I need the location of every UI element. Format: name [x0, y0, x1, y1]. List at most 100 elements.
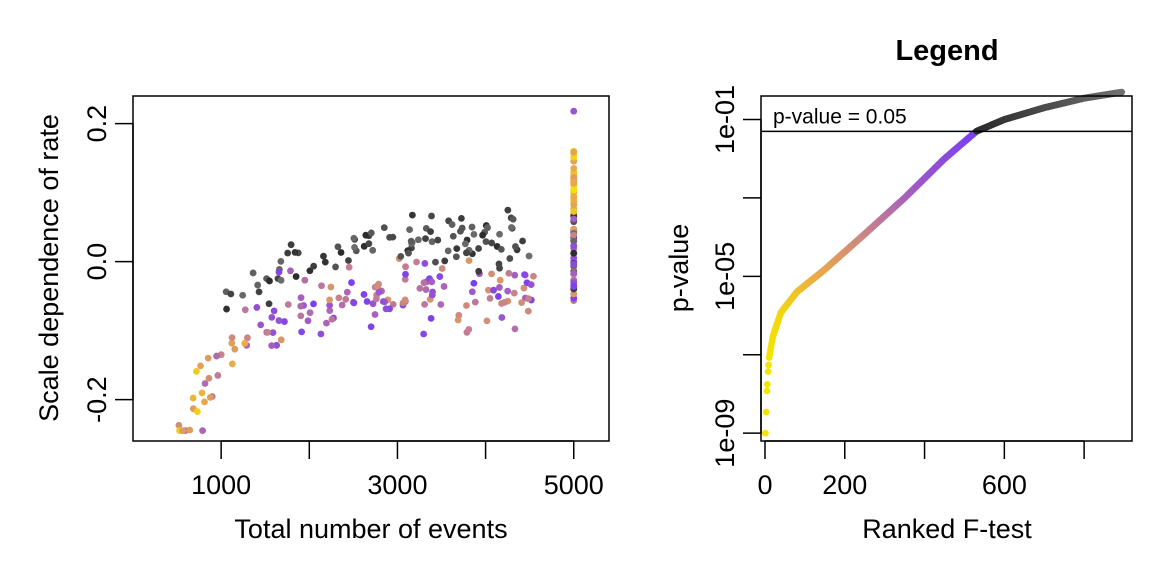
x-tick-label: 0 — [757, 470, 772, 500]
scatter-point — [496, 284, 503, 291]
y-tick-label: 1e-05 — [710, 242, 740, 311]
scatter-point — [337, 249, 345, 256]
scatter-point — [482, 238, 490, 246]
scatter-point — [401, 296, 409, 304]
scatter-point — [496, 276, 504, 284]
scatter-point — [570, 290, 578, 298]
y-tick-label: 0.0 — [82, 243, 112, 281]
scatter-point — [428, 238, 436, 246]
scatter-point — [470, 230, 478, 238]
scatter-point — [504, 287, 512, 295]
scatter-point — [570, 178, 578, 186]
scatter-point — [193, 408, 201, 415]
scatter-point — [520, 284, 528, 292]
scatter-point — [521, 271, 528, 279]
scatter-point — [179, 427, 187, 435]
scatter-point — [369, 246, 377, 254]
scatter-point — [428, 291, 436, 299]
scatter-point — [363, 298, 371, 305]
scatter-point — [465, 326, 473, 333]
scatter-y-axis-label: Scale dependence of rate — [34, 114, 64, 422]
scatter-point — [213, 352, 220, 360]
scatter-point — [570, 193, 578, 201]
scatter-point — [204, 354, 212, 362]
scatter-point — [475, 267, 483, 275]
scatter-point — [205, 374, 213, 382]
scatter-point — [444, 247, 452, 255]
scatter-point — [518, 299, 526, 306]
scatter-point — [241, 339, 249, 347]
scatter-point — [310, 262, 318, 270]
scatter-point — [317, 330, 325, 338]
legend-plot-frame — [760, 95, 1133, 442]
scatter-point — [228, 334, 236, 342]
scatter-point — [475, 245, 482, 252]
scatter-point — [495, 260, 503, 268]
scatter-point — [488, 270, 495, 278]
scatter-point — [287, 267, 294, 275]
scatter-point — [284, 301, 292, 308]
scatter-point — [301, 276, 309, 284]
legend-y-axis-label: p-value — [664, 224, 694, 313]
scatter-point — [327, 283, 335, 291]
scatter-point — [199, 427, 206, 435]
scatter-point — [275, 268, 283, 276]
scatter-point — [241, 306, 249, 314]
scatter-point — [343, 288, 351, 296]
scatter-point — [257, 321, 265, 329]
scatter-point — [239, 291, 247, 299]
scatter-point — [334, 243, 342, 251]
scatter-y-axis: -0.2 0.0 0.2 — [82, 105, 134, 423]
scatter-point — [298, 328, 306, 336]
curve-point — [762, 408, 770, 416]
scatter-point — [328, 315, 336, 323]
scatter-point — [292, 273, 300, 280]
scatter-point — [291, 248, 299, 256]
scatter-point — [461, 240, 469, 248]
scatter-point — [350, 234, 358, 242]
scatter-point — [422, 235, 429, 243]
scatter-point — [342, 295, 350, 303]
curve-point — [765, 361, 772, 369]
curve-point — [764, 368, 772, 375]
scatter-point — [485, 286, 492, 294]
scatter-point — [452, 253, 460, 261]
scatter-point — [304, 317, 312, 325]
scatter-point — [441, 257, 449, 265]
legend-x-axis-label: Ranked F-test — [862, 514, 1032, 544]
scatter-point — [318, 282, 325, 290]
curve-point — [1118, 88, 1126, 96]
scatter-point — [483, 317, 491, 325]
scatter-point — [470, 279, 478, 287]
scatter-point — [570, 148, 578, 156]
scatter-point — [254, 281, 262, 289]
scatter-point — [270, 307, 278, 315]
scatter-point — [375, 288, 383, 296]
scatter-point — [525, 295, 532, 303]
scatter-point — [428, 278, 436, 286]
scatter-point — [310, 300, 317, 308]
significance-threshold-label: p-value = 0.05 — [773, 105, 907, 128]
scatter-point — [273, 341, 281, 349]
scatter-point — [231, 345, 239, 353]
scatter-point — [345, 263, 353, 271]
scatter-point — [264, 328, 272, 336]
scatter-point — [416, 284, 424, 292]
scatter-point — [284, 249, 292, 257]
scatter-point — [321, 258, 329, 266]
legend-panel: Legend p-value = 0.05 0 200 600 1e-09 1e-05… — [664, 35, 1133, 544]
scatter-point — [402, 263, 409, 271]
scatter-point — [453, 245, 461, 253]
scatter-point — [570, 254, 578, 262]
scatter-point — [362, 231, 370, 239]
scatter-point — [297, 302, 305, 310]
scatter-point — [268, 342, 276, 350]
scatter-point — [463, 249, 470, 257]
scatter-point — [504, 206, 512, 214]
scatter-point — [326, 307, 334, 315]
scatter-point — [192, 367, 200, 375]
scatter-point — [509, 215, 517, 223]
y-tick-label: 1e-01 — [710, 85, 740, 154]
scatter-point — [570, 269, 578, 277]
pvalue-curve — [761, 88, 1126, 437]
